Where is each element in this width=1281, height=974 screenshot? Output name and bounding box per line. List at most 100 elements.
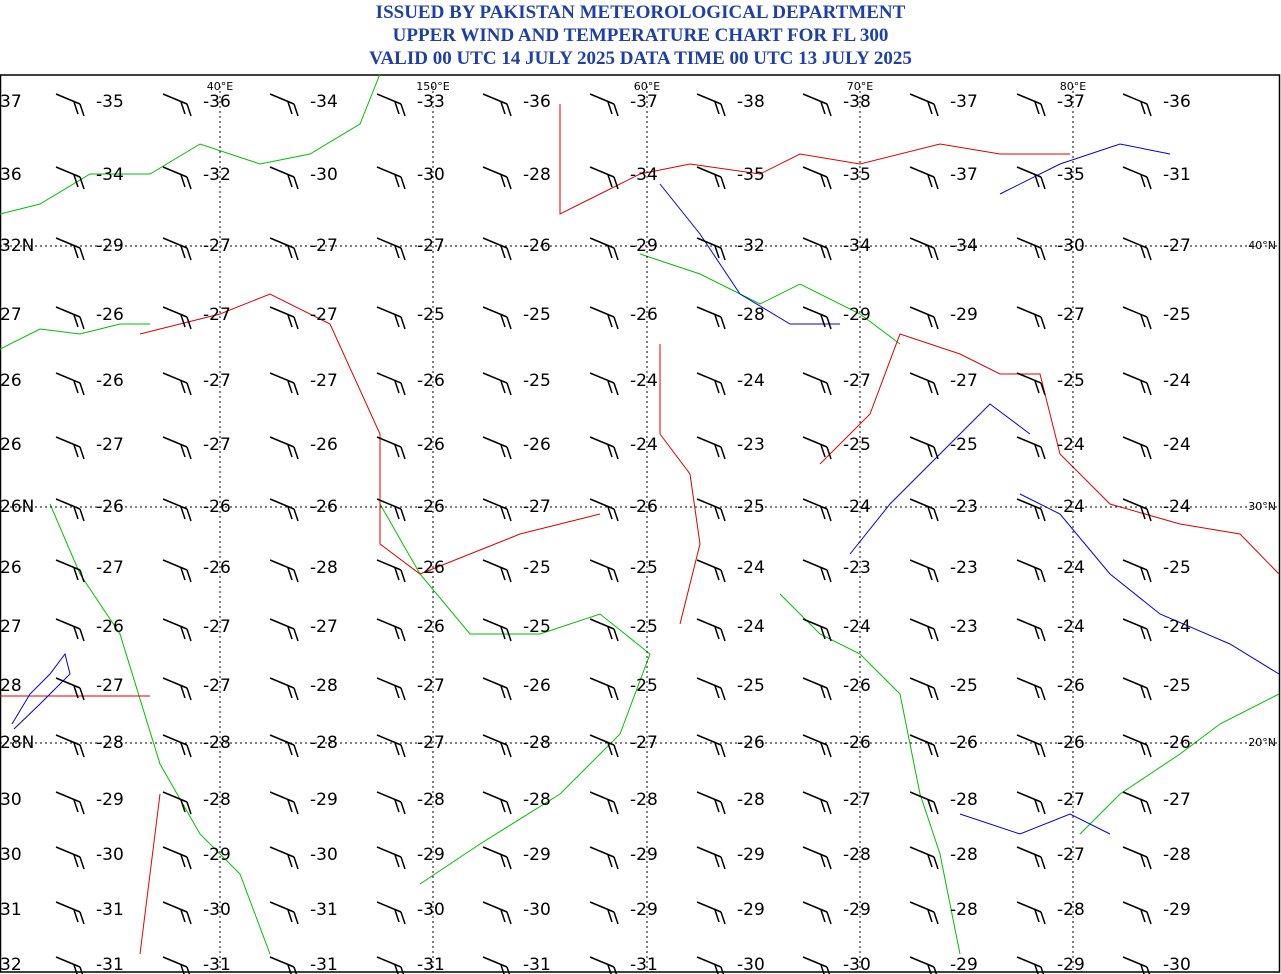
longitude-label: 60°E bbox=[634, 80, 660, 93]
wind-barb bbox=[1016, 93, 1046, 117]
wind-barb bbox=[269, 734, 299, 758]
temperature: -27 bbox=[203, 371, 231, 391]
border bbox=[559, 104, 1070, 215]
river bbox=[959, 813, 1111, 835]
temperature: -26 bbox=[737, 733, 765, 753]
temperature: -29 bbox=[950, 955, 978, 974]
temperature: 28 bbox=[0, 676, 22, 696]
temperature: -26 bbox=[203, 497, 231, 517]
wind-barb bbox=[909, 901, 939, 925]
temperature: -34 bbox=[843, 236, 871, 256]
wind-barb bbox=[1016, 498, 1046, 522]
wind-barb bbox=[909, 791, 939, 815]
temperature: -30 bbox=[310, 165, 338, 185]
temperature: -27 bbox=[1163, 236, 1191, 256]
temperature: -26 bbox=[950, 733, 978, 753]
border bbox=[0, 74, 381, 215]
temperature: -28 bbox=[417, 790, 445, 810]
wind-barb bbox=[162, 677, 192, 701]
wind-barb bbox=[482, 846, 512, 870]
temperature: -31 bbox=[310, 955, 338, 974]
temperature: -30 bbox=[417, 165, 445, 185]
temperature: -31 bbox=[523, 955, 551, 974]
wind-barb bbox=[696, 846, 726, 870]
wind-barb bbox=[802, 166, 832, 190]
wind-barb bbox=[376, 618, 406, 642]
wind-barb bbox=[162, 956, 191, 974]
temperature: -28 bbox=[203, 733, 231, 753]
temperature: 27 bbox=[0, 617, 22, 637]
temperature: -26 bbox=[523, 676, 551, 696]
temperature: -25 bbox=[843, 435, 871, 455]
wind-barb bbox=[1016, 901, 1046, 925]
wind-barb bbox=[1122, 618, 1152, 642]
latitude-label: 40°N bbox=[1248, 239, 1276, 252]
graticule bbox=[0, 86, 1279, 972]
temperature: -28 bbox=[523, 165, 551, 185]
wind-barb bbox=[1122, 498, 1152, 522]
wind-barb bbox=[802, 618, 832, 642]
temperature: -26 bbox=[1057, 676, 1085, 696]
wind-barb bbox=[162, 306, 192, 330]
temperature: -23 bbox=[950, 497, 978, 517]
wind-barb bbox=[1016, 559, 1046, 583]
wind-barb bbox=[696, 677, 726, 701]
temperature: -26 bbox=[417, 371, 445, 391]
wind-barb bbox=[1122, 166, 1152, 190]
wind-barb bbox=[696, 93, 726, 117]
temperature: -27 bbox=[96, 435, 124, 455]
temperature: -26 bbox=[310, 497, 338, 517]
temperature: -28 bbox=[737, 305, 765, 325]
temperature: 32N bbox=[0, 236, 34, 256]
temperature: -28 bbox=[843, 845, 871, 865]
temperature: -25 bbox=[1057, 371, 1085, 391]
wind-barb bbox=[696, 956, 725, 974]
wind-barb bbox=[269, 93, 299, 117]
temperature: -34 bbox=[310, 92, 338, 112]
temperature: -28 bbox=[310, 558, 338, 578]
wind-barb bbox=[376, 734, 406, 758]
wind-barb bbox=[696, 559, 726, 583]
wind-barb bbox=[482, 956, 511, 974]
wind-barb bbox=[1122, 901, 1152, 925]
temperature: -24 bbox=[1163, 497, 1191, 517]
temperature: -28 bbox=[203, 790, 231, 810]
temperature: -27 bbox=[1057, 790, 1085, 810]
river bbox=[659, 183, 840, 325]
temperature: -25 bbox=[737, 676, 765, 696]
temperature: -25 bbox=[1163, 305, 1191, 325]
temperature: -24 bbox=[1163, 371, 1191, 391]
wind-barb bbox=[802, 956, 831, 974]
wind-barb bbox=[376, 436, 406, 460]
temperature: -28 bbox=[523, 733, 551, 753]
temperature: -27 bbox=[203, 236, 231, 256]
temperature: -27 bbox=[630, 733, 658, 753]
temperature: -36 bbox=[1163, 92, 1191, 112]
temperature: -23 bbox=[950, 617, 978, 637]
wind-barb bbox=[909, 372, 939, 396]
wind-barb bbox=[696, 618, 726, 642]
longitude-label: 150°E bbox=[416, 80, 449, 93]
wind-barb bbox=[696, 237, 726, 261]
temperature: -29 bbox=[1057, 955, 1085, 974]
temperature: -24 bbox=[630, 371, 658, 391]
border bbox=[139, 793, 161, 955]
temperature: -36 bbox=[203, 92, 231, 112]
map: 40°E 150°E 60°E 70°E 80°E 40°N 30°N 20°N 37 36 32N… bbox=[0, 74, 1281, 974]
longitude-label: 70°E bbox=[847, 80, 873, 93]
wind-barb bbox=[55, 956, 84, 974]
wind-barb bbox=[1016, 618, 1046, 642]
temperature: -26 bbox=[843, 676, 871, 696]
wind-barb bbox=[1016, 791, 1046, 815]
temperature: -29 bbox=[310, 790, 338, 810]
wind-barb bbox=[589, 306, 619, 330]
temperature: -27 bbox=[310, 617, 338, 637]
wind-barb bbox=[589, 901, 619, 925]
temperature: -27 bbox=[417, 676, 445, 696]
temperature: -25 bbox=[523, 558, 551, 578]
temperature: -24 bbox=[1057, 617, 1085, 637]
wind-barb bbox=[55, 846, 85, 870]
temperature: 26 bbox=[0, 558, 22, 578]
temperature: -34 bbox=[950, 236, 978, 256]
longitude-label: 80°E bbox=[1060, 80, 1086, 93]
